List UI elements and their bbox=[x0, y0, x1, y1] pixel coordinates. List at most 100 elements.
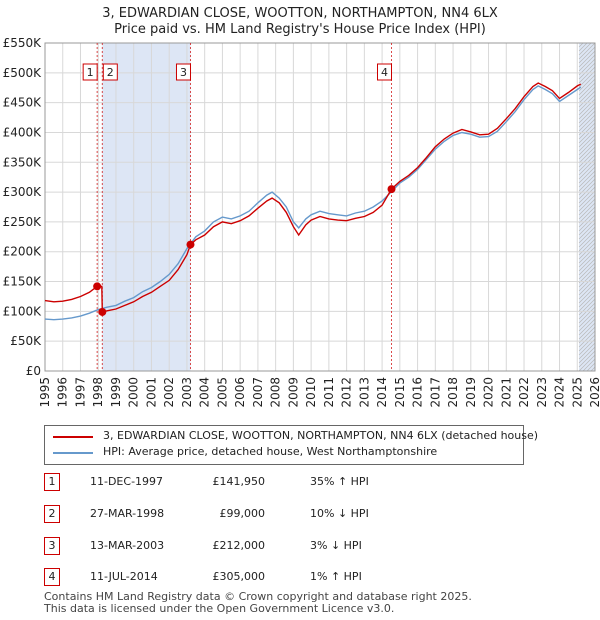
forecast-hatch bbox=[578, 122, 596, 140]
forecast-hatch bbox=[578, 62, 596, 80]
x-tick-label: 2022 bbox=[517, 377, 531, 408]
forecast-hatch bbox=[578, 326, 596, 344]
sale-number-box bbox=[102, 63, 118, 81]
x-tick-label: 2007 bbox=[251, 377, 265, 408]
forecast-hatch bbox=[578, 294, 596, 312]
forecast-hatch bbox=[590, 366, 596, 372]
sale-point bbox=[98, 307, 107, 316]
forecast-hatch bbox=[578, 258, 596, 276]
shaded-region bbox=[102, 43, 191, 371]
hpi-series-line bbox=[44, 85, 582, 321]
x-tick-label: 2018 bbox=[446, 377, 460, 408]
forecast-hatch bbox=[578, 42, 588, 52]
forecast-hatch bbox=[578, 170, 596, 188]
forecast-hatch bbox=[578, 54, 596, 72]
transaction-number-badge: 2 bbox=[44, 505, 60, 523]
sale-point bbox=[387, 185, 396, 194]
x-tick-label: 1996 bbox=[56, 377, 70, 408]
forecast-hatch bbox=[578, 86, 596, 104]
hpi-line-swatch bbox=[53, 452, 93, 454]
transaction-date: 27-MAR-1998 bbox=[90, 507, 165, 520]
forecast-hatch bbox=[578, 286, 596, 304]
forecast-hatch bbox=[578, 146, 596, 164]
forecast-hatch bbox=[578, 242, 596, 260]
forecast-hatch bbox=[578, 298, 596, 316]
forecast-hatch bbox=[578, 250, 596, 268]
y-tick-label: £0 bbox=[26, 364, 41, 378]
forecast-hatch bbox=[578, 162, 596, 180]
x-tick-label: 2015 bbox=[393, 377, 407, 408]
plot-frame bbox=[44, 42, 596, 372]
forecast-hatch bbox=[578, 310, 596, 328]
forecast-hatch bbox=[578, 42, 596, 60]
forecast-hatch bbox=[578, 306, 596, 324]
price-chart: £0 £50K £100K £150K £200K £250K £300K £350K £400… bbox=[3, 36, 600, 408]
forecast-hatch bbox=[578, 106, 596, 124]
forecast-hatch bbox=[578, 102, 596, 120]
forecast-hatch bbox=[578, 290, 596, 308]
x-tick-label: 2013 bbox=[357, 377, 371, 408]
transaction-number-badge: 1 bbox=[44, 473, 60, 491]
x-tick-label: 2003 bbox=[180, 377, 194, 408]
forecast-hatch bbox=[578, 154, 596, 172]
sale-point bbox=[186, 240, 195, 249]
y-tick-label: £200K bbox=[3, 245, 43, 259]
y-tick-label: £100K bbox=[3, 304, 43, 318]
sale-point bbox=[93, 282, 102, 291]
forecast-hatch bbox=[578, 334, 596, 352]
forecast-hatch bbox=[578, 234, 596, 252]
y-tick-label: £400K bbox=[3, 125, 43, 139]
sale-number-label: 2 bbox=[107, 66, 114, 79]
forecast-hatch bbox=[578, 314, 596, 332]
forecast-hatch bbox=[578, 70, 596, 88]
x-tick-label: 1995 bbox=[38, 377, 52, 408]
x-tick-label: 2021 bbox=[499, 377, 513, 408]
sale-number-label: 1 bbox=[87, 66, 94, 79]
forecast-hatch bbox=[578, 182, 596, 200]
forecast-hatch bbox=[578, 134, 596, 152]
x-tick-label: 2009 bbox=[286, 377, 300, 408]
forecast-hatch bbox=[578, 126, 596, 144]
forecast-hatch bbox=[578, 202, 596, 220]
sale-number-box bbox=[377, 63, 392, 81]
y-tick-label: £250K bbox=[3, 215, 43, 229]
x-tick-label: 2002 bbox=[162, 377, 176, 408]
transaction-price: £99,000 bbox=[219, 507, 266, 520]
transaction-date: 11-DEC-1997 bbox=[90, 475, 164, 488]
legend-property-label: 3, EDWARDIAN CLOSE, WOOTTON, NORTHAMPTON… bbox=[103, 429, 539, 442]
x-tick-label: 2010 bbox=[304, 377, 318, 408]
x-tick-label: 2008 bbox=[269, 377, 283, 408]
forecast-hatch bbox=[578, 98, 596, 116]
forecast-hatch bbox=[578, 158, 596, 176]
forecast-hatch bbox=[578, 186, 596, 204]
x-tick-label: 2005 bbox=[215, 377, 229, 408]
x-tick-label: 2020 bbox=[482, 377, 496, 408]
transaction-hpi-diff: 10% ↓ HPI bbox=[310, 507, 369, 520]
transaction-price: £212,000 bbox=[212, 539, 266, 552]
forecast-hatch bbox=[578, 322, 596, 340]
forecast-hatch bbox=[578, 354, 596, 372]
x-tick-label: 2001 bbox=[144, 377, 158, 408]
sale-number-box bbox=[82, 63, 98, 81]
transaction-number-badge: 3 bbox=[44, 537, 60, 555]
transaction-price: £305,000 bbox=[212, 570, 266, 583]
forecast-hatch bbox=[578, 210, 596, 228]
forecast-hatch bbox=[586, 362, 596, 372]
forecast-hatch bbox=[578, 274, 596, 292]
forecast-hatch bbox=[578, 174, 596, 192]
y-tick-label: £50K bbox=[10, 334, 42, 348]
x-tick-label: 2016 bbox=[411, 377, 425, 408]
forecast-hatch bbox=[578, 338, 596, 356]
forecast-hatch bbox=[578, 346, 596, 364]
x-tick-label: 2023 bbox=[535, 377, 549, 408]
x-tick-label: 2000 bbox=[127, 377, 141, 408]
forecast-hatch bbox=[578, 110, 596, 128]
x-tick-label: 2014 bbox=[375, 377, 389, 408]
forecast-hatch bbox=[578, 42, 592, 56]
legend-hpi-label: HPI: Average price, detached house, West… bbox=[103, 445, 438, 458]
x-tick-label: 2019 bbox=[464, 377, 478, 408]
footer-licence: This data is licensed under the Open Gov… bbox=[44, 602, 395, 615]
x-tick-label: 1998 bbox=[91, 377, 105, 408]
forecast-hatch bbox=[578, 150, 596, 168]
forecast-hatch bbox=[578, 50, 596, 68]
